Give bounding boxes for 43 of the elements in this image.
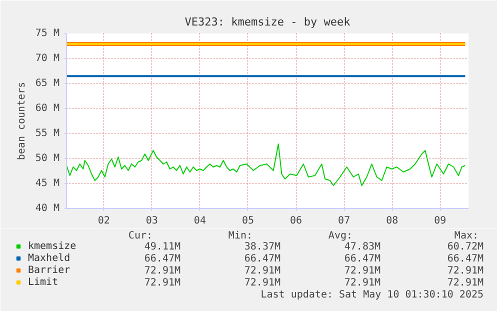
x-tick-label: 09 bbox=[434, 216, 446, 226]
text: 49.11M bbox=[144, 242, 180, 252]
y-tick-label: 55 M bbox=[35, 128, 60, 139]
text: 60.72M bbox=[447, 242, 484, 252]
text: 66.47M bbox=[344, 254, 380, 264]
legend-label: kmemsize bbox=[28, 240, 76, 252]
chart-title: VE323: kmemsize - by week bbox=[184, 16, 351, 28]
legend-label: Maxheld bbox=[28, 252, 70, 264]
x-tick-label: 06 bbox=[290, 216, 302, 226]
y-tick-label: 70 M bbox=[35, 53, 60, 64]
text: Avg: bbox=[328, 230, 353, 242]
y-axis-title: bean counters bbox=[16, 82, 28, 160]
text: 72.91M bbox=[244, 266, 280, 276]
x-tick-label: 04 bbox=[194, 216, 206, 226]
text: 66.47M bbox=[244, 254, 280, 264]
y-tick-label: 75 M bbox=[35, 28, 60, 39]
text: 66.47M bbox=[447, 254, 484, 264]
text: 72.91M bbox=[447, 278, 484, 288]
x-tick-label: 05 bbox=[242, 216, 254, 226]
x-tick-label: 03 bbox=[146, 216, 158, 226]
legend-label: Limit bbox=[28, 276, 58, 288]
x-tick-label: 07 bbox=[338, 216, 350, 226]
text: Cur: bbox=[128, 230, 153, 242]
y-tick-label: 65 M bbox=[35, 78, 60, 89]
text: 66.47M bbox=[144, 254, 180, 264]
y-tick-label: 50 M bbox=[35, 153, 60, 164]
x-tick-label: 08 bbox=[386, 216, 398, 226]
text: Min: bbox=[228, 230, 253, 242]
y-tick-label: 60 M bbox=[35, 103, 60, 114]
text: 72.91M bbox=[144, 266, 180, 276]
y-tick-label: 40 M bbox=[35, 203, 60, 214]
text: 72.91M bbox=[344, 278, 380, 288]
text: 72.91M bbox=[144, 278, 180, 288]
y-tick-label: 45 M bbox=[35, 178, 60, 189]
text: Max: bbox=[454, 230, 479, 242]
text: 47.83M bbox=[344, 242, 380, 252]
text: 38.37M bbox=[244, 242, 280, 252]
legend-label: Barrier bbox=[28, 264, 70, 276]
text: 72.91M bbox=[244, 278, 280, 288]
text: 72.91M bbox=[447, 266, 484, 276]
x-tick-label: 02 bbox=[98, 216, 110, 226]
text: Last update: Sat May 10 01:30:10 2025 bbox=[260, 290, 484, 300]
text: 72.91M bbox=[344, 266, 380, 276]
